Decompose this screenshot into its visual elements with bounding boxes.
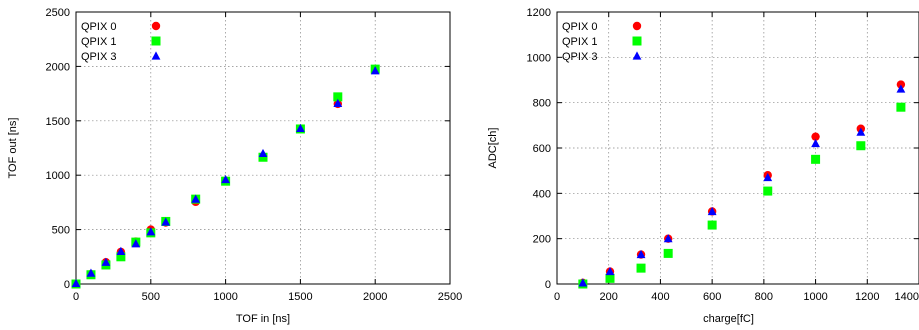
data-point xyxy=(370,66,380,75)
legend-label: QPIX 3 xyxy=(81,51,116,63)
data-point xyxy=(333,98,343,107)
legend-marker xyxy=(632,21,642,31)
legend: QPIX 0 QPIX 1 QPIX 3 xyxy=(81,21,161,63)
data-point xyxy=(258,152,268,162)
x-tick-label: 2500 xyxy=(438,291,462,303)
x-axis-label: charge[fC] xyxy=(703,313,754,325)
legend-label: QPIX 1 xyxy=(81,36,116,48)
data-point xyxy=(636,249,646,259)
data-point xyxy=(161,217,171,226)
x-tick-label: 500 xyxy=(142,291,160,303)
data-point xyxy=(146,227,156,236)
data-point xyxy=(191,194,201,203)
x-tick-label: 200 xyxy=(600,291,618,303)
data-point xyxy=(131,239,141,248)
data-point xyxy=(116,252,126,262)
legend-label: QPIX 1 xyxy=(562,36,597,48)
data-point xyxy=(86,268,96,277)
y-tick-label: 1500 xyxy=(46,116,70,128)
x-tick-label: 0 xyxy=(73,291,79,303)
y-axis-label: TOF out [ns] xyxy=(7,118,19,179)
data-point xyxy=(896,102,906,112)
x-tick-label: 1000 xyxy=(213,291,237,303)
x-tick-label: 800 xyxy=(755,291,773,303)
data-point xyxy=(636,263,646,273)
data-point xyxy=(333,92,343,102)
x-tick-label: 1400 xyxy=(895,291,919,303)
data-point xyxy=(605,266,615,276)
series-2 xyxy=(71,66,380,288)
x-tick-label: 600 xyxy=(703,291,721,303)
y-tick-label: 0 xyxy=(64,279,70,291)
right-chart: 0 200 400 600 800 1000 1200 1400 0 200 400 600 800 10… xyxy=(487,7,919,325)
x-tick-label: 1000 xyxy=(803,291,827,303)
grid xyxy=(76,12,450,284)
legend-marker xyxy=(632,51,642,60)
y-axis-label: ADC[ch] xyxy=(487,128,499,169)
legend-marker xyxy=(151,21,161,31)
data-point xyxy=(71,278,81,288)
legend-label: QPIX 0 xyxy=(562,21,597,33)
legend-marker xyxy=(632,36,642,46)
y-tick-label: 0 xyxy=(545,279,551,291)
x-tick-label: 1200 xyxy=(855,291,879,303)
data-point xyxy=(116,246,126,255)
grid xyxy=(557,12,919,284)
y-tick-label: 400 xyxy=(533,188,551,200)
series-1 xyxy=(578,102,906,289)
legend: QPIX 0 QPIX 1 QPIX 3 xyxy=(562,21,642,63)
data-point xyxy=(258,148,268,158)
y-tick-label: 500 xyxy=(52,225,70,237)
x-axis-label: TOF in [ns] xyxy=(236,313,290,325)
data-point xyxy=(221,174,230,184)
y-tick-label: 1000 xyxy=(46,170,70,182)
data-point xyxy=(896,84,906,93)
x-tick-label: 400 xyxy=(651,291,669,303)
data-point xyxy=(101,257,111,266)
data-point xyxy=(707,206,717,216)
data-point xyxy=(663,248,673,258)
plot-frame xyxy=(75,11,451,285)
data-point xyxy=(811,138,820,148)
x-tick-label: 2000 xyxy=(363,291,387,303)
series-2 xyxy=(578,84,906,287)
y-tick-label: 600 xyxy=(533,143,551,155)
data-point xyxy=(811,154,821,164)
y-tick-label: 1200 xyxy=(527,7,551,19)
data-point xyxy=(707,220,717,230)
data-point xyxy=(663,234,673,243)
data-point xyxy=(763,186,773,196)
y-tick-label: 2500 xyxy=(46,7,70,19)
data-point xyxy=(578,278,588,287)
data-point xyxy=(605,273,615,283)
series-0 xyxy=(578,80,906,288)
x-tick-label: 0 xyxy=(554,291,560,303)
y-tick-label: 200 xyxy=(533,234,551,246)
legend-marker xyxy=(151,51,161,60)
data-point xyxy=(856,127,866,136)
legend-marker xyxy=(151,36,161,46)
y-tick-label: 800 xyxy=(533,98,551,110)
data-point xyxy=(811,132,820,141)
data-point xyxy=(856,141,866,151)
data-point xyxy=(763,172,773,182)
legend-label: QPIX 0 xyxy=(81,21,116,33)
y-tick-label: 1000 xyxy=(527,52,551,64)
y-tick-label: 2000 xyxy=(46,61,70,73)
left-chart: 0 500 1000 1500 2000 2500 0 500 1000 1500 2000 2500… xyxy=(7,7,462,325)
x-tick-label: 1500 xyxy=(288,291,312,303)
legend-label: QPIX 3 xyxy=(562,51,597,63)
data-point xyxy=(296,123,305,133)
